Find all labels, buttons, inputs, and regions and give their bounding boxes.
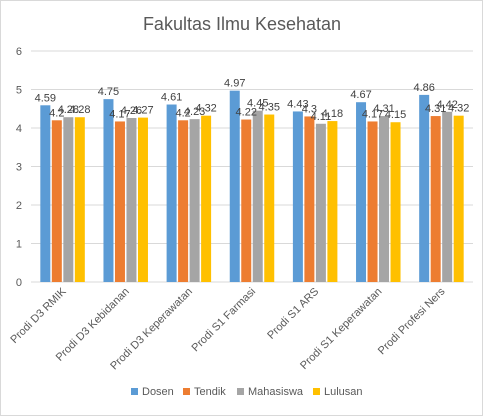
bar-lulusan [264, 114, 275, 283]
legend-label: Mahasiswa [248, 386, 304, 398]
y-tick-label: 5 [16, 85, 22, 97]
bars [40, 90, 464, 283]
data-label: 4.67 [350, 89, 371, 101]
data-label: 4.17 [109, 108, 130, 120]
data-label: 4.86 [413, 82, 434, 94]
legend-label: Tendik [194, 386, 226, 398]
bar-tendik [178, 120, 189, 282]
data-labels: 4.594.24.284.284.754.174.264.274.614.24.… [35, 78, 470, 123]
legend-swatch-lulusan [313, 388, 320, 395]
legend: Dosen Tendik Mahasiswa Lulusan [131, 386, 363, 398]
bar-mahasiswa [252, 110, 263, 282]
y-tick-label: 4 [16, 123, 22, 135]
bar-dosen [292, 111, 303, 282]
bar-mahasiswa [315, 123, 326, 282]
bar-dosen [40, 105, 51, 282]
bar-tendik [51, 120, 62, 282]
data-label: 4.97 [224, 78, 245, 90]
data-label: 4.15 [385, 109, 406, 121]
bar-tendik [430, 116, 441, 282]
data-label: 4.42 [436, 99, 457, 111]
data-label: 4.28 [69, 104, 90, 116]
bar-lulusan [327, 121, 338, 282]
category-label: Prodi Profesi Ners [376, 285, 448, 357]
bar-dosen [419, 94, 430, 282]
chart-title: Fakultas Ilmu Kesehatan [143, 14, 341, 34]
y-tick-label: 3 [16, 162, 22, 174]
data-label: 4.28 [58, 104, 79, 116]
bar-mahasiswa [189, 119, 200, 283]
category-label: Prodi S1 Farmasi [190, 286, 259, 355]
legend-label: Lulusan [324, 386, 363, 398]
data-label: 4.35 [259, 102, 280, 114]
bar-tendik [114, 121, 125, 282]
y-tick-label: 0 [16, 277, 22, 289]
bar-lulusan [137, 117, 148, 282]
data-label: 4.75 [98, 86, 119, 98]
data-label: 4.26 [121, 105, 142, 117]
legend-label: Dosen [142, 386, 174, 398]
y-tick-label: 1 [16, 239, 22, 251]
y-tick-label: 2 [16, 200, 22, 212]
data-label: 4.59 [35, 92, 56, 104]
data-label: 4.3 [302, 103, 317, 115]
bar-tendik [367, 121, 378, 282]
data-label: 4.23 [184, 106, 205, 118]
data-label: 4.31 [425, 103, 446, 115]
category-label: Prodi D3 RMIK [8, 285, 69, 346]
bar-dosen [166, 104, 177, 282]
bar-lulusan [74, 117, 85, 282]
data-label: 4.27 [132, 105, 153, 117]
data-label: 4.11 [311, 111, 332, 123]
data-label: 4.2 [49, 107, 64, 119]
data-label: 4.32 [448, 103, 469, 115]
bar-dosen [229, 90, 240, 282]
category-label: Prodi S1 ARS [265, 286, 321, 342]
data-label: 4.2 [175, 107, 190, 119]
bar-mahasiswa [63, 117, 74, 282]
data-label: 4.22 [236, 107, 257, 119]
data-label: 4.18 [322, 108, 343, 120]
bar-mahasiswa [379, 116, 390, 282]
bar-lulusan [201, 115, 212, 283]
bar-lulusan [390, 122, 401, 282]
bar-mahasiswa [442, 111, 453, 282]
bar-tendik [241, 119, 252, 282]
data-label: 4.31 [373, 103, 394, 115]
bar-mahasiswa [126, 117, 137, 283]
y-tick-label: 6 [16, 46, 22, 58]
legend-swatch-mahasiswa [237, 388, 244, 395]
y-axis: 0 1 2 3 4 5 6 [16, 46, 22, 289]
bar-lulusan [453, 115, 464, 283]
legend-swatch-dosen [131, 388, 138, 395]
data-label: 4.43 [287, 98, 308, 110]
bar-dosen [356, 102, 367, 282]
data-label: 4.32 [195, 103, 216, 115]
data-label: 4.61 [161, 92, 182, 104]
legend-swatch-tendik [183, 388, 190, 395]
bar-dosen [103, 99, 114, 282]
data-label: 4.45 [247, 98, 268, 110]
bar-tendik [304, 116, 315, 282]
data-label: 4.17 [362, 108, 383, 120]
